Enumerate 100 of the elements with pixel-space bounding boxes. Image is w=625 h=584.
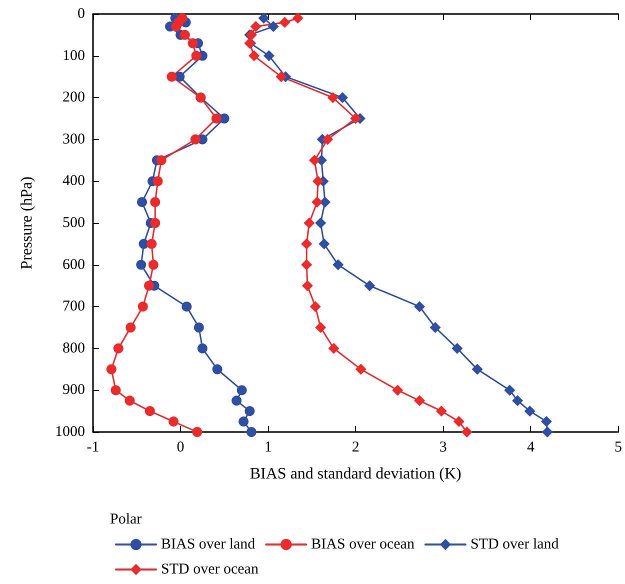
point: [192, 427, 202, 437]
x-tick-label: 5: [614, 440, 622, 456]
point: [113, 343, 124, 354]
y-tick-label: 500: [62, 215, 85, 231]
point: [453, 416, 464, 428]
point: [524, 406, 536, 417]
point: [304, 218, 315, 228]
legend-label: STD over ocean: [161, 562, 259, 578]
y-tick-label: 300: [62, 131, 85, 148]
point: [315, 218, 326, 228]
point: [124, 396, 135, 406]
point: [263, 50, 274, 62]
point: [250, 21, 262, 32]
point: [197, 343, 208, 354]
point: [246, 427, 256, 437]
point: [106, 364, 116, 374]
y-tick-label: 100: [62, 48, 85, 64]
point: [148, 260, 158, 270]
point: [542, 426, 553, 438]
point: [194, 322, 204, 332]
point: [355, 364, 366, 375]
point: [138, 302, 148, 312]
point: [430, 322, 441, 333]
point: [452, 342, 463, 354]
point: [436, 406, 447, 417]
point: [168, 416, 179, 427]
x-tick-label: -1: [86, 440, 100, 456]
point: [310, 301, 321, 312]
x-tick-label: 0: [176, 440, 184, 456]
y-tick-label: 600: [62, 256, 85, 273]
point: [211, 114, 222, 124]
legend-label: STD over land: [470, 536, 560, 552]
point: [392, 384, 404, 396]
point: [322, 134, 334, 145]
point: [512, 395, 524, 406]
x-tick-label: 2: [352, 440, 360, 456]
point: [276, 71, 287, 82]
y-tick-label: 800: [62, 340, 85, 356]
point: [472, 364, 483, 375]
y-tick-label: 0: [78, 6, 85, 22]
point: [414, 301, 426, 312]
point: [332, 259, 344, 270]
y-tick-label: 400: [62, 173, 85, 190]
point: [540, 416, 552, 428]
point: [328, 342, 340, 354]
point: [150, 218, 160, 228]
point: [188, 38, 198, 48]
point: [461, 426, 472, 438]
point: [364, 280, 376, 292]
point: [136, 260, 146, 270]
point: [212, 364, 222, 374]
point: [126, 322, 136, 332]
y-tick-label: 900: [62, 382, 85, 398]
point: [315, 322, 326, 333]
point: [308, 154, 320, 166]
point: [350, 113, 362, 124]
legend-title: Polar: [110, 512, 142, 528]
point: [146, 238, 157, 249]
point: [318, 238, 330, 250]
point: [232, 396, 242, 406]
point: [258, 12, 270, 24]
point: [180, 30, 190, 40]
point: [137, 197, 148, 208]
y-axis-title: Pressure (hPa): [18, 176, 36, 270]
point: [144, 406, 155, 416]
point: [191, 50, 202, 61]
point: [171, 22, 182, 32]
point: [166, 72, 177, 82]
point: [301, 238, 312, 250]
point: [236, 385, 247, 396]
point: [312, 176, 324, 187]
point: [302, 280, 313, 292]
legend-label: BIAS over land: [161, 536, 256, 552]
point: [279, 16, 290, 28]
point: [292, 12, 304, 24]
x-tick-label: 1: [264, 440, 272, 456]
point: [301, 259, 312, 270]
point: [152, 176, 163, 186]
point: [182, 302, 192, 312]
point: [238, 416, 249, 427]
point: [414, 395, 426, 406]
point: [110, 385, 121, 396]
point: [248, 50, 260, 62]
legend-label: BIAS over ocean: [311, 536, 415, 552]
point: [150, 197, 160, 208]
point: [156, 155, 166, 166]
x-axis-title: BIAS and standard deviation (K): [250, 466, 462, 482]
x-tick-label: 3: [439, 440, 447, 456]
x-tick-label: 4: [526, 440, 535, 456]
point: [244, 406, 255, 416]
point: [327, 92, 338, 104]
point: [144, 280, 154, 291]
point: [190, 134, 200, 144]
point: [268, 21, 279, 32]
y-tick-label: 700: [62, 298, 85, 315]
y-tick-label: 200: [62, 90, 85, 106]
y-tick-label: 1000: [55, 424, 85, 440]
point: [504, 384, 516, 396]
point: [336, 92, 348, 104]
point: [312, 196, 323, 208]
